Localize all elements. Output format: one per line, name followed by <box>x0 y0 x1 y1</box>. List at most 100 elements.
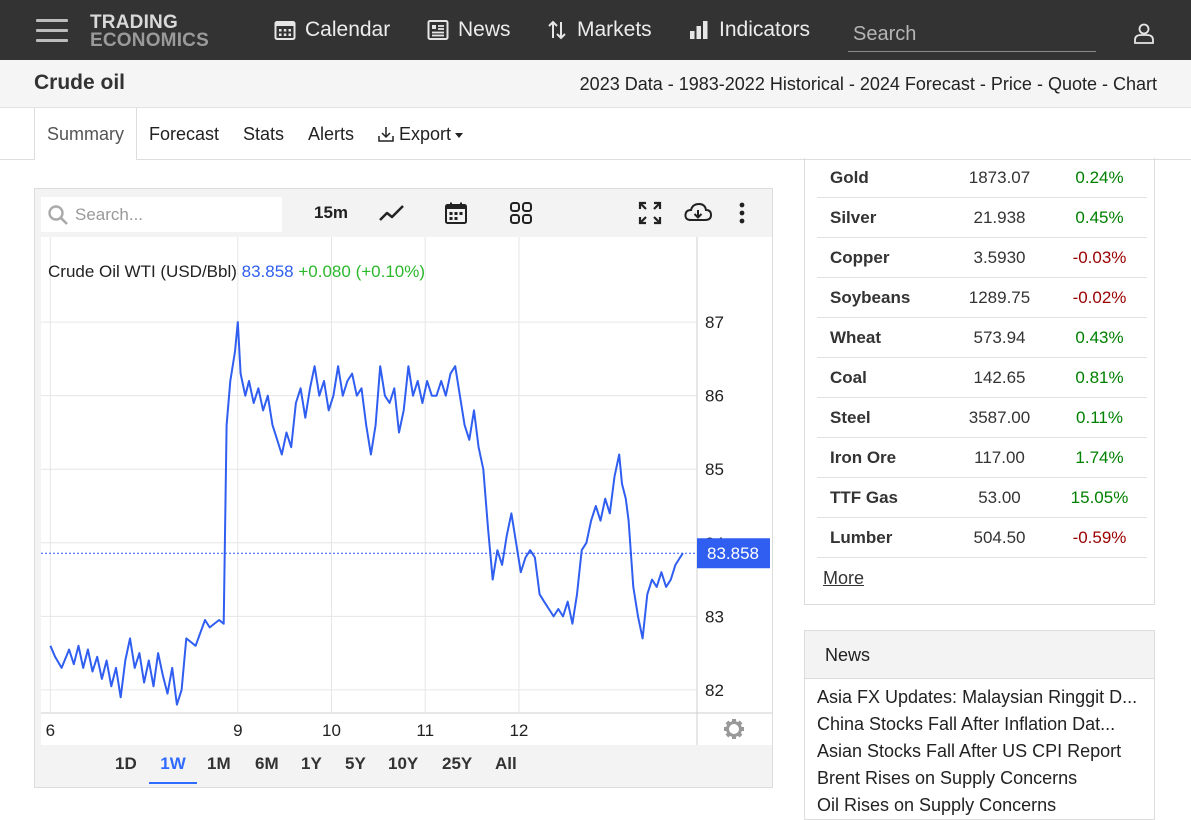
logo[interactable]: TRADING ECONOMICS <box>90 12 209 51</box>
tab-alerts[interactable]: Alerts <box>308 108 354 160</box>
commodity-name: Soybeans <box>830 288 911 307</box>
news-heading: News <box>805 631 1154 679</box>
line-chart-icon <box>379 205 404 221</box>
table-row[interactable]: TTF Gas 53.00 15.05% <box>817 478 1147 518</box>
breadcrumb-link[interactable]: 1983-2022 Historical <box>678 74 844 94</box>
search-input[interactable] <box>848 18 1096 52</box>
more-link[interactable]: More <box>823 568 865 588</box>
news-icon <box>427 20 449 40</box>
breadcrumb-link[interactable]: Price <box>990 74 1032 94</box>
more-options-button[interactable] <box>737 199 747 227</box>
news-item[interactable]: Oil Rises on Supply Concerns <box>817 795 1057 815</box>
range-all[interactable]: All <box>495 754 517 773</box>
calendar-icon <box>274 21 296 40</box>
tab-label: Stats <box>243 123 285 144</box>
table-row[interactable]: Iron Ore 117.00 1.74% <box>817 438 1147 478</box>
commodity-name: TTF Gas <box>830 488 899 507</box>
hamburger-menu-icon[interactable] <box>36 19 68 43</box>
table-row[interactable]: Steel 3587.00 0.11% <box>817 398 1147 438</box>
tab-stats[interactable]: Stats <box>243 108 284 160</box>
nav-item-indicators[interactable]: Indicators <box>688 0 810 60</box>
table-row[interactable]: Copper 3.5930 -0.03% <box>817 238 1147 278</box>
logo-line-1: TRADING <box>90 12 178 33</box>
range-1m[interactable]: 1M <box>207 754 231 773</box>
news-panel: News Asia FX Updates: Malaysian Ringgit … <box>804 630 1155 820</box>
table-row[interactable]: Silver 21.938 0.45% <box>817 198 1147 238</box>
news-item[interactable]: Brent Rises on Supply Concerns <box>817 768 1078 788</box>
commodity-name: Copper <box>830 248 890 267</box>
settings-gear-icon[interactable] <box>724 719 744 739</box>
commodity-name: Gold <box>830 168 869 187</box>
nav-item-news[interactable]: News <box>427 0 511 60</box>
table-row[interactable]: Coal 142.65 0.81% <box>817 358 1147 398</box>
price-tag <box>697 538 770 569</box>
commodity-change: -0.03% <box>1072 248 1127 267</box>
commodity-price: 3587.00 <box>968 408 1031 427</box>
tab-forecast[interactable]: Forecast <box>149 108 219 160</box>
news-item[interactable]: Asian Stocks Fall After US CPI Report <box>817 741 1122 761</box>
commodity-price: 3.5930 <box>973 248 1026 267</box>
chart-legend: Crude Oil WTI (USD/Bbl) 83.858 +0.080 (+… <box>48 262 425 281</box>
commodity-price: 1289.75 <box>968 288 1031 307</box>
page-title: Crude oil <box>34 71 126 94</box>
range-selector: 1D 1W 1M 6M 1Y 5Y 10Y 25Y All <box>35 745 772 787</box>
table-row[interactable]: Lumber 504.50 -0.59% <box>817 518 1147 558</box>
range-10y[interactable]: 10Y <box>388 754 419 773</box>
user-icon[interactable] <box>1133 22 1155 44</box>
price-series-line[interactable] <box>49 321 684 706</box>
commodity-change: -0.59% <box>1072 528 1127 547</box>
range-1y[interactable]: 1Y <box>301 754 322 773</box>
breadcrumb-link[interactable]: 2024 Forecast <box>859 74 975 94</box>
range-1w[interactable]: 1W <box>149 754 197 784</box>
tab-export[interactable]: Export <box>377 108 464 160</box>
y-tick-label: 83 <box>705 607 724 626</box>
commodities-table: Lumber 504.50 -0.59% TTF Gas 53.00 15.05% Iron… <box>804 158 1155 605</box>
x-tick-label: 6 <box>46 721 55 740</box>
chart-widget: 15m <box>34 188 773 788</box>
breadcrumb-link[interactable]: Quote <box>1047 74 1097 94</box>
breadcrumb-separator: - <box>979 74 986 94</box>
chart-search-input[interactable] <box>75 197 275 232</box>
logo-line-2: ECONOMICS <box>90 30 209 51</box>
cloud-download-button[interactable] <box>684 199 712 227</box>
range-6m[interactable]: 6M <box>255 754 279 773</box>
x-tick-label: 11 <box>416 721 434 740</box>
layout-grid-button[interactable] <box>509 199 533 227</box>
nav-label: Indicators <box>719 18 811 41</box>
commodity-price: 117.00 <box>974 448 1025 467</box>
cloud-download-icon <box>684 202 712 221</box>
y-tick-label: 85 <box>705 460 724 479</box>
breadcrumb-separator: - <box>848 74 855 94</box>
breadcrumb-link[interactable]: Chart <box>1112 74 1157 94</box>
line-chart-button[interactable] <box>379 199 405 227</box>
title-bar: Crude oil 2023 Data -1983-2022 Historical… <box>0 60 1191 108</box>
table-row[interactable]: Gold 1873.07 0.24% <box>817 158 1147 198</box>
y-tick-label: 87 <box>705 313 724 332</box>
tab-label: Forecast <box>149 123 220 144</box>
nav-item-markets[interactable]: Markets <box>546 0 652 60</box>
breadcrumb-separator: - <box>1036 74 1043 94</box>
breadcrumb: 2023 Data -1983-2022 Historical -2024 Fore… <box>580 74 1157 95</box>
price-tag-label: 83.858 <box>707 544 759 563</box>
range-5y[interactable]: 5Y <box>345 754 366 773</box>
breadcrumb-link[interactable]: 2023 Data <box>579 74 663 94</box>
fullscreen-button[interactable] <box>638 199 662 227</box>
tab-summary[interactable]: Summary <box>34 108 138 160</box>
commodity-name: Steel <box>830 408 871 427</box>
news-item[interactable]: China Stocks Fall After Inflation Dat... <box>817 714 1116 734</box>
range-1d[interactable]: 1D <box>115 754 137 773</box>
news-item[interactable]: Asia FX Updates: Malaysian Ringgit D... <box>817 687 1138 707</box>
nav-item-calendar[interactable]: Calendar <box>274 0 390 60</box>
table-row[interactable]: Soybeans 1289.75 -0.02% <box>817 278 1147 318</box>
commodity-change: 0.11% <box>1076 408 1123 427</box>
calendar-button[interactable] <box>444 199 468 227</box>
commodity-name: Wheat <box>830 328 881 347</box>
nav-label: Calendar <box>305 18 391 41</box>
commodity-name: Iron Ore <box>830 448 897 467</box>
commodity-change: 0.43% <box>1075 328 1124 347</box>
range-25y[interactable]: 25Y <box>442 754 473 773</box>
table-row[interactable]: Wheat 573.94 0.43% <box>817 318 1147 358</box>
interval-button[interactable]: 15m <box>314 203 349 222</box>
